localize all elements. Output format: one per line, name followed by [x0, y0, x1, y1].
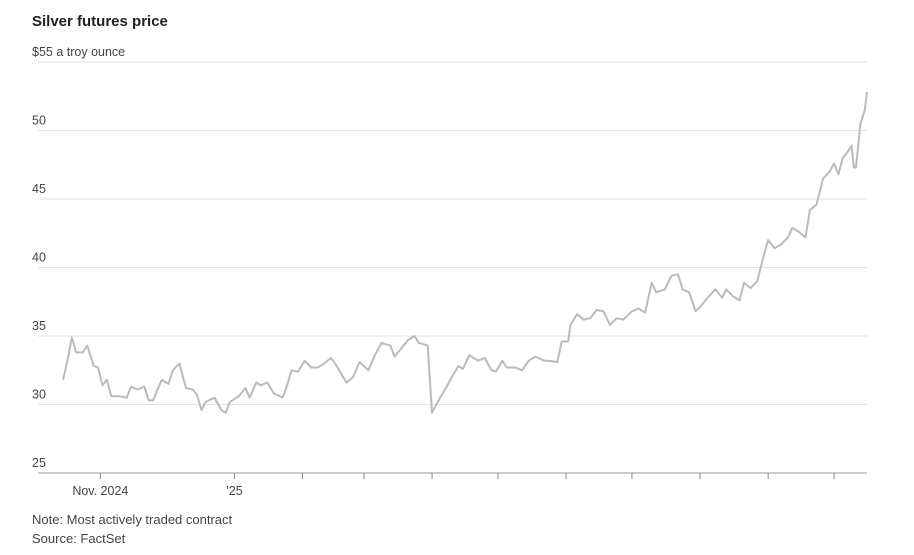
y-tick-label: $55 a troy ounce: [32, 45, 125, 59]
y-tick-label: 30: [32, 388, 46, 402]
x-tick-label: ’25: [226, 484, 243, 498]
y-tick-label: 45: [32, 182, 46, 196]
price-line: [62, 91, 868, 414]
y-tick-label: 25: [32, 456, 46, 470]
y-tick-label: 35: [32, 319, 46, 333]
y-tick-label: 50: [32, 114, 46, 128]
source: Source: FactSet: [32, 531, 126, 546]
x-tick-label: Nov. 2024: [72, 484, 128, 498]
y-tick-label: 40: [32, 251, 46, 265]
chart-title: Silver futures price: [32, 13, 168, 30]
note: Note: Most actively traded contract: [32, 512, 233, 527]
